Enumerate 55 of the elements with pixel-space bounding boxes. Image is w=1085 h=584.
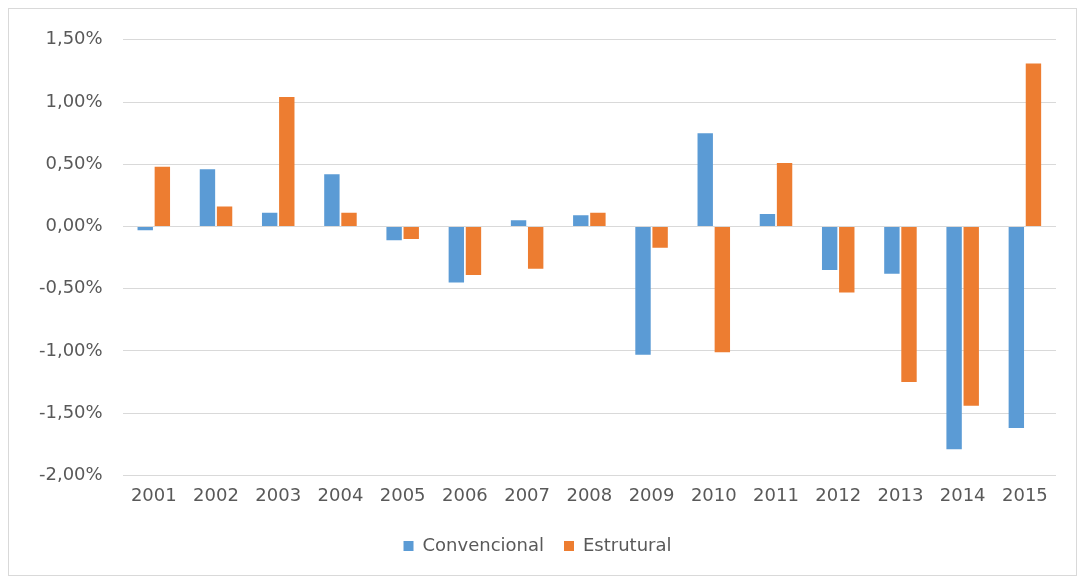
x-tick-label: 2005 <box>379 483 426 505</box>
x-tick-label: 2004 <box>317 483 364 505</box>
bar <box>821 226 838 271</box>
bar <box>216 206 233 226</box>
y-tick-label: -1,50% <box>38 400 103 422</box>
y-tick-label: -1,00% <box>38 338 103 360</box>
bar <box>946 226 962 450</box>
bar <box>697 133 713 226</box>
y-tick-label: 0,50% <box>45 151 103 173</box>
bar <box>403 226 419 239</box>
bar <box>884 226 900 274</box>
bar <box>448 226 465 283</box>
x-tick-label: 2003 <box>255 483 302 505</box>
bar <box>1008 226 1025 429</box>
bar <box>465 226 482 276</box>
x-tick-label: 2007 <box>504 483 551 505</box>
x-tick-label: 2012 <box>815 483 862 505</box>
x-tick-label: 2010 <box>690 483 737 505</box>
y-tick-label: 1,00% <box>45 89 103 111</box>
bar <box>341 212 357 226</box>
y-tick-label: -0,50% <box>38 276 103 298</box>
x-tick-label: 2011 <box>753 483 799 505</box>
bar <box>759 214 776 226</box>
bar <box>137 226 153 231</box>
x-tick-label: 2013 <box>877 483 924 505</box>
bar <box>652 226 668 248</box>
bar <box>776 163 793 226</box>
bar <box>714 226 731 353</box>
x-tick-label: 2006 <box>441 483 488 505</box>
y-tick-label: -2,00% <box>38 463 103 485</box>
bar <box>154 166 171 226</box>
bar <box>573 215 589 226</box>
legend-label: Estrutural <box>582 533 672 555</box>
bar <box>839 226 855 293</box>
bar <box>635 226 651 355</box>
x-tick-label: 2014 <box>939 483 986 505</box>
bar <box>261 212 278 226</box>
bar <box>963 226 979 406</box>
x-tick-label: 2008 <box>566 483 613 505</box>
y-tick-label: 0,00% <box>45 214 103 236</box>
x-tick-label: 2009 <box>628 483 675 505</box>
legend-label: Convencional <box>422 533 544 555</box>
bar <box>527 226 544 269</box>
x-tick-label: 2015 <box>1001 483 1048 505</box>
y-tick-label: 1,50% <box>45 27 103 49</box>
bar <box>199 169 216 226</box>
bar <box>510 220 527 226</box>
bar <box>901 226 917 383</box>
x-tick-label: 2001 <box>130 483 177 505</box>
bar <box>324 174 340 226</box>
x-tick-label: 2002 <box>193 483 239 505</box>
bar <box>590 212 606 226</box>
bar <box>279 97 295 226</box>
bar <box>1025 63 1042 226</box>
bar <box>386 226 402 241</box>
